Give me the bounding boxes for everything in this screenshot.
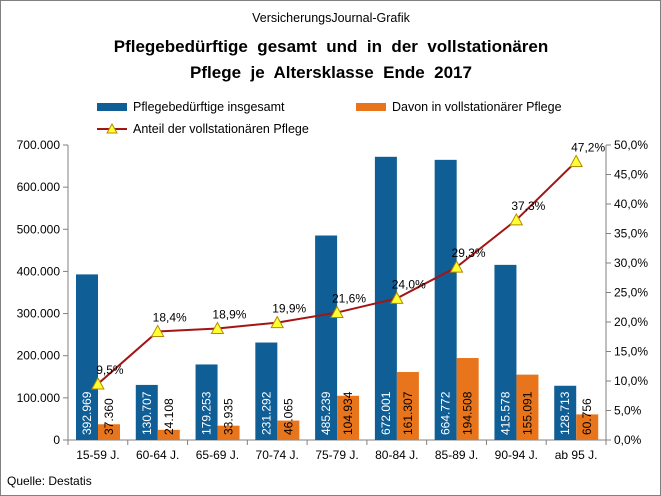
bar-stationary [456, 358, 479, 440]
bar-label-total: 415.578 [498, 391, 512, 435]
y-tick-label-left: 300.000 [17, 307, 61, 321]
y-tick-label-right: 25,0% [614, 286, 648, 300]
x-tick-label: 65-69 J. [196, 448, 239, 462]
x-tick-label: ab 95 J. [555, 448, 598, 462]
y-tick-label-left: 400.000 [17, 264, 61, 278]
bar-stationary [98, 424, 120, 440]
source-note: Quelle: Destatis [7, 474, 92, 488]
y-tick-label-right: 5,0% [614, 404, 642, 418]
bar-total [554, 385, 577, 440]
bar-label-total: 179.253 [200, 391, 214, 435]
line-point-label: 37,3% [511, 199, 545, 213]
bar-total [434, 159, 457, 441]
bar-label-stationary: 104.934 [341, 391, 355, 435]
y-tick-label-right: 30,0% [614, 256, 648, 270]
x-tick-label: 15-59 J. [76, 448, 119, 462]
x-tick-label: 75-79 J. [315, 448, 358, 462]
bar-total [315, 235, 338, 440]
y-tick-label-right: 50,0% [614, 138, 648, 152]
line-point [389, 291, 404, 304]
line-point [449, 260, 464, 273]
line-point [569, 154, 583, 168]
line-point-label: 19,9% [272, 302, 306, 316]
y-tick-label-right: 20,0% [614, 315, 648, 329]
y-tick-label-left: 0 [53, 433, 60, 447]
bar-label-stationary: 46.065 [281, 398, 295, 435]
legend: Pflegebedürftige insgesamt Davon in voll… [97, 100, 562, 136]
legend-swatch-stationary [356, 103, 386, 111]
chart-title-line-2: Pflege je Altersklasse Ende 2017 [190, 63, 472, 82]
line-point [270, 315, 285, 329]
x-tick-label: 90-94 J. [495, 448, 538, 462]
bar-label-total: 231.292 [259, 391, 273, 435]
bar-label-stationary: 161.307 [401, 391, 415, 435]
chart-title-line-1: Pflegebedürftige gesamt und in der volls… [114, 37, 549, 56]
supertitle: VersicherungsJournal-Grafik [252, 11, 410, 25]
bar-stationary [157, 429, 180, 440]
line-point-label: 47,2% [571, 141, 605, 155]
bar-label-total: 392.969 [80, 391, 94, 435]
legend-label-line: Anteil der vollstationären Pflege [133, 122, 309, 136]
line-point-label: 18,9% [212, 307, 246, 321]
bar-total [76, 274, 98, 440]
line-point [150, 324, 165, 337]
plot-area: 0 100.000 200.000 300.000 400.000 500.000 600.… [17, 138, 649, 462]
bar-label-total: 128.713 [558, 391, 572, 435]
y-tick-label-left: 700.000 [17, 138, 61, 152]
bar-total [374, 156, 397, 441]
bar-stationary [337, 395, 360, 440]
bar-total [494, 264, 517, 440]
x-tick-label: 80-84 J. [375, 448, 418, 462]
bar-label-total: 664.772 [439, 391, 453, 435]
bar-total [195, 364, 218, 440]
line-point-label: 21,6% [332, 292, 366, 306]
x-tick-label: 85-89 J. [435, 448, 478, 462]
y-tick-label-right: 15,0% [614, 345, 648, 359]
bar-stationary [516, 374, 539, 440]
line-point [210, 321, 225, 334]
legend-label-total: Pflegebedürftige insgesamt [133, 100, 285, 114]
bar-total [135, 384, 158, 440]
bar-label-total: 485.239 [319, 391, 333, 435]
bar-label-total: 130.707 [140, 391, 154, 435]
y-tick-label-left: 500.000 [17, 222, 61, 236]
line-point [330, 305, 344, 319]
y-tick-label-right: 0,0% [614, 433, 642, 447]
bar-label-stationary: 33.935 [222, 398, 236, 435]
line-point-label: 9,5% [96, 363, 124, 377]
y-tick-label-left: 600.000 [17, 180, 61, 194]
bar-label-stationary: 60.756 [580, 398, 594, 435]
y-tick-label-right: 35,0% [614, 227, 648, 241]
bar-stationary [217, 425, 240, 440]
bar-total [255, 342, 278, 440]
legend-swatch-total [97, 103, 127, 111]
line-point-label: 29,3% [452, 246, 486, 260]
bar-label-stationary: 37.360 [102, 398, 116, 435]
bar-label-total: 672.001 [379, 391, 393, 435]
y-tick-label-left: 200.000 [17, 349, 61, 363]
bar-label-stationary: 194.508 [461, 391, 475, 435]
bar-stationary [576, 414, 599, 440]
y-tick-label-right: 10,0% [614, 374, 648, 388]
legend-swatch-marker [106, 122, 118, 134]
bar-stationary [396, 372, 419, 440]
bar-stationary [277, 420, 300, 440]
x-tick-label: 60-64 J. [136, 448, 179, 462]
legend-label-stationary: Davon in vollstationärer Pflege [392, 100, 562, 114]
x-tick-label: 70-74 J. [256, 448, 299, 462]
bar-label-stationary: 24.108 [162, 398, 176, 435]
bar-label-stationary: 155.091 [520, 391, 534, 435]
line-point-label: 18,4% [153, 310, 187, 324]
y-tick-label-right: 40,0% [614, 197, 648, 211]
y-tick-label-right: 45,0% [614, 168, 648, 182]
line-point-label: 24,0% [392, 277, 426, 291]
y-tick-label-left: 100.000 [17, 391, 61, 405]
line-point [91, 376, 105, 390]
line-point [509, 212, 524, 226]
